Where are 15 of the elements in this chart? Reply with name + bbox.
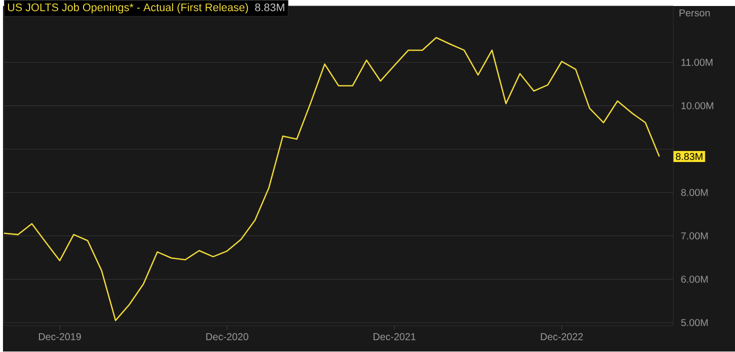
y-tick-label: 6.00M <box>681 276 708 283</box>
y-tick-label: 10.00M <box>682 102 714 110</box>
x-tick-label: Dec-2019 <box>38 333 81 340</box>
x-tick-label: Dec-2020 <box>206 333 248 340</box>
y-tick-label: 11.00M <box>682 59 712 66</box>
line-series <box>3 37 660 322</box>
y-tick-label: 5.00M <box>681 319 708 326</box>
chart-title: US JOLTS Job Openings* - Actual (First Release) <box>8 3 248 14</box>
chart-subtitle: 8.83M <box>255 4 284 12</box>
x-tick-label: Dec-2021 <box>374 333 416 340</box>
y-tick-label: 7.00M <box>681 232 708 240</box>
y-tick-label: 8.00M <box>681 189 708 196</box>
x-tick-label: Dec-2022 <box>540 333 583 340</box>
annotation: 8.83M <box>676 153 702 160</box>
y-axis-title: Person <box>680 10 710 17</box>
